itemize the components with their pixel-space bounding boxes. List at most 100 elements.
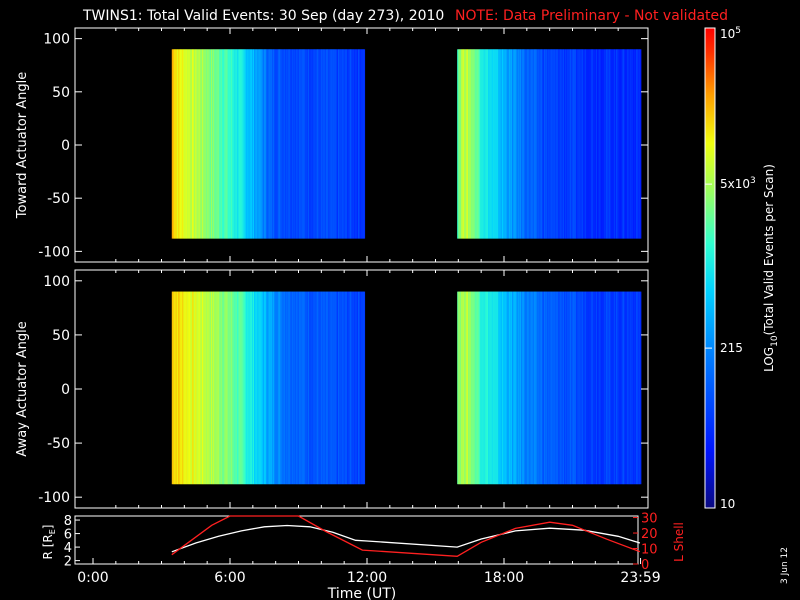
heatmap-column — [222, 49, 224, 239]
heatmap-column — [598, 291, 601, 485]
heatmap-column — [330, 291, 333, 485]
heatmap-column — [325, 49, 327, 239]
heatmap-column — [516, 49, 519, 239]
heatmap-column — [584, 49, 586, 239]
x-tick-label: 6:00 — [214, 570, 245, 586]
heatmap-column — [574, 291, 576, 485]
heatmap-column — [600, 49, 603, 239]
heatmap-column — [284, 291, 286, 485]
heatmap-column — [190, 291, 193, 485]
heatmap-column — [203, 49, 206, 239]
heatmap-column — [338, 291, 341, 485]
heatmap-column — [556, 291, 559, 485]
heatmap-column — [316, 291, 319, 485]
orbit-left-label: R [RE] — [41, 525, 57, 560]
heatmap-column — [617, 49, 619, 239]
heatmap-column — [207, 291, 209, 485]
heatmap-column — [478, 49, 480, 239]
heatmap-column — [585, 291, 587, 485]
heatmap-column — [179, 49, 181, 239]
heatmap-column — [486, 291, 488, 485]
heatmap-column — [219, 291, 221, 485]
heatmap-column — [221, 49, 223, 239]
heatmap-column — [626, 49, 628, 239]
heatmap-column — [228, 291, 230, 485]
y-tick-label: 0 — [61, 138, 70, 154]
heatmap-column — [522, 49, 525, 239]
heatmap-column — [591, 291, 593, 485]
heatmap-column — [542, 291, 544, 485]
heatmap-column — [200, 49, 202, 239]
heatmap-column — [356, 291, 358, 485]
heatmap-column — [235, 49, 238, 239]
heatmap-column — [316, 291, 318, 485]
heatmap-column — [208, 291, 210, 485]
heatmap-column — [235, 291, 238, 485]
heatmap-column — [323, 49, 325, 239]
heatmap-column — [261, 49, 263, 239]
heatmap-column — [543, 291, 545, 485]
heatmap-column — [187, 49, 189, 239]
heatmap-column — [347, 291, 349, 485]
heatmap-column — [489, 49, 491, 239]
heatmap-column — [613, 49, 615, 239]
heatmap-column — [564, 49, 567, 239]
y-tick-label: 0 — [61, 382, 70, 398]
heatmap-column — [525, 291, 528, 485]
heatmap-column — [617, 291, 619, 485]
heatmap-column — [263, 291, 265, 485]
heatmap-column — [530, 49, 532, 239]
colorbar-tick-label: 105 — [720, 26, 741, 41]
heatmap-column — [619, 291, 622, 485]
heatmap-column — [520, 291, 522, 485]
heatmap-column — [281, 49, 283, 239]
heatmap-column — [488, 49, 490, 239]
heatmap-column — [487, 49, 489, 239]
heatmap-column — [604, 291, 606, 485]
heatmap-column — [490, 49, 492, 239]
heatmap-column — [268, 49, 271, 239]
heatmap-column — [533, 49, 535, 239]
heatmap-column — [321, 49, 324, 239]
heatmap-column — [265, 291, 268, 485]
heatmap-column — [293, 49, 295, 239]
heatmap-column — [359, 291, 361, 485]
heatmap-column — [515, 291, 518, 485]
heatmap-column — [635, 49, 637, 239]
heatmap-column — [611, 291, 614, 485]
heatmap-column — [528, 291, 530, 485]
heatmap-column — [227, 49, 229, 239]
heatmap-column — [236, 291, 239, 485]
heatmap-column — [510, 291, 512, 485]
heatmap-column — [324, 291, 326, 485]
heatmap-column — [521, 49, 523, 239]
heatmap-column — [232, 49, 234, 239]
heatmap-column — [474, 49, 477, 239]
heatmap-column — [481, 291, 484, 485]
heatmap-column — [280, 291, 282, 485]
heatmap-column — [495, 49, 498, 239]
heatmap-column — [304, 291, 306, 485]
heatmap-column — [283, 291, 285, 485]
heatmap-column — [270, 49, 272, 239]
heatmap-column — [290, 49, 293, 239]
heatmap-column — [541, 49, 543, 239]
heatmap-column — [489, 291, 491, 485]
heatmap-column — [188, 49, 190, 239]
heatmap-column — [569, 49, 572, 239]
heatmap-column — [220, 49, 222, 239]
heatmap-column — [535, 49, 538, 239]
heatmap-column — [293, 291, 295, 485]
heatmap-column — [290, 291, 293, 485]
heatmap-column — [550, 49, 552, 239]
heatmap-column — [555, 49, 558, 239]
heatmap-column — [328, 291, 331, 485]
heatmap-column — [331, 291, 334, 485]
heatmap-column — [280, 49, 282, 239]
heatmap-column — [231, 49, 233, 239]
heatmap-column — [197, 291, 199, 485]
heatmap-column — [213, 49, 216, 239]
heatmap-column — [464, 49, 467, 239]
heatmap-column — [274, 49, 277, 239]
